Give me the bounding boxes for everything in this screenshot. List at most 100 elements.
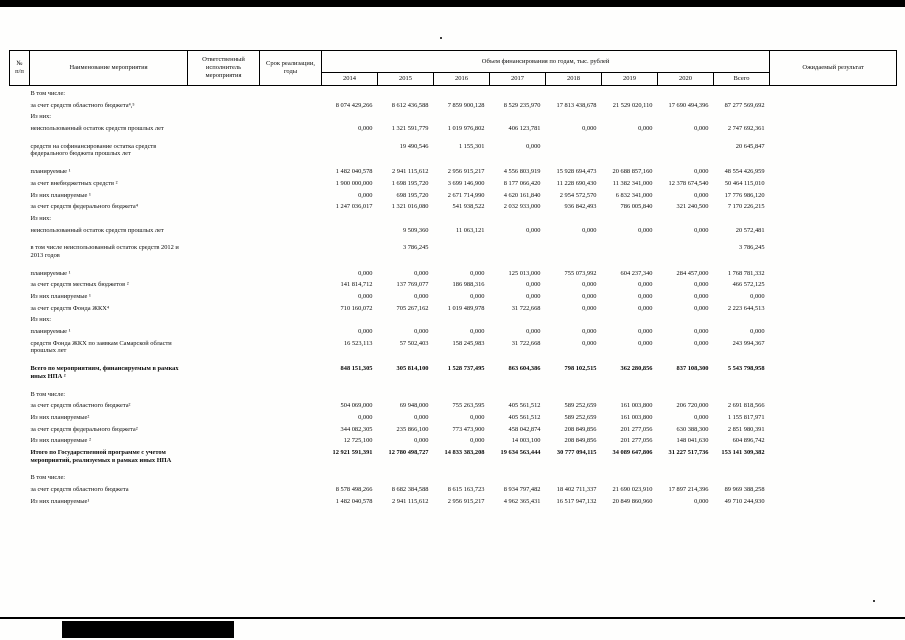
row-value-cell: 49 710 244,930 bbox=[724, 497, 765, 505]
row-responsible-cell bbox=[188, 223, 260, 235]
row-responsible-cell bbox=[188, 494, 260, 506]
row-responsible-cell bbox=[188, 410, 260, 422]
row-value-cell: 604 237,340 bbox=[620, 269, 653, 277]
row-value-cell: 344 082,305 bbox=[340, 425, 373, 433]
row-value-cell: 11 382 341,000 bbox=[612, 179, 653, 187]
row-num-cell bbox=[10, 211, 30, 223]
row-label: за счет средств Фонда ЖКХ⁴ bbox=[30, 304, 110, 312]
row-value-cell: 0,000 bbox=[358, 125, 373, 133]
table-header: № п/п Наименование мероприятия Ответстве… bbox=[9, 50, 898, 86]
row-label: за счет средств местных бюджетов ² bbox=[30, 281, 129, 289]
header-year-2015: 2015 bbox=[377, 72, 434, 86]
row-result-cell bbox=[770, 381, 897, 399]
row-responsible-cell bbox=[188, 158, 260, 176]
row-value-cell: 5 543 798,958 bbox=[727, 365, 765, 373]
row-value-cell: 589 252,659 bbox=[564, 402, 597, 410]
row-value-cell: 87 277 569,692 bbox=[724, 101, 765, 109]
header-col-result: Ожидаемый результат bbox=[769, 50, 898, 86]
row-responsible-cell bbox=[188, 260, 260, 278]
row-value-cell bbox=[546, 109, 602, 121]
row-term-cell bbox=[260, 336, 322, 355]
row-result-cell bbox=[770, 260, 897, 278]
row-value-cell: 0,000 bbox=[414, 293, 429, 300]
row-value-cell: 6 832 341,000 bbox=[615, 191, 653, 199]
row-value-cell: 0,000 bbox=[470, 293, 485, 300]
row-result-cell bbox=[770, 158, 897, 176]
row-value-cell: 148 041,630 bbox=[676, 437, 709, 445]
row-value-cell: 2 954 572,570 bbox=[559, 191, 597, 199]
row-term-cell bbox=[260, 445, 322, 464]
funding-table: № п/п Наименование мероприятия Ответстве… bbox=[9, 50, 898, 506]
row-value-cell bbox=[378, 464, 434, 482]
row-responsible-cell bbox=[188, 133, 260, 158]
table-row: средств на софинансирование остатка сред… bbox=[10, 133, 897, 158]
row-label: В том числе: bbox=[30, 390, 66, 398]
row-result-cell bbox=[770, 211, 897, 223]
row-value-cell: 0,000 bbox=[358, 328, 373, 336]
row-label: В том числе: bbox=[30, 90, 66, 97]
header-col-term: Срок реализации, годы bbox=[259, 50, 322, 86]
row-num-cell bbox=[10, 381, 30, 399]
row-label: за счет средств областного бюджета bbox=[30, 486, 129, 493]
row-value-cell: 12 378 674,540 bbox=[668, 179, 709, 187]
row-num-cell bbox=[10, 98, 30, 110]
row-value-cell: 0,000 bbox=[582, 304, 597, 312]
row-label: за счет средств областного бюджета⁴,⁵ bbox=[30, 101, 135, 109]
row-value-cell: 2 671 714,990 bbox=[447, 191, 485, 199]
row-value-cell bbox=[546, 133, 602, 158]
row-value-cell: 125 013,000 bbox=[508, 269, 541, 277]
row-label: в том числе неиспользованный остаток сре… bbox=[30, 244, 179, 259]
row-value-cell bbox=[322, 223, 378, 235]
row-value-cell: 0,000 bbox=[526, 281, 541, 289]
table-row: за счет средств федерального бюджета⁴ 1 2… bbox=[10, 199, 897, 211]
row-label: неиспользованный остаток средств прошлых… bbox=[30, 125, 164, 133]
table-row: Из них планируемые ² 12 725,100 0,000 0,000… bbox=[10, 433, 897, 445]
row-value-cell bbox=[658, 234, 714, 259]
row-value-cell: 20 688 857,160 bbox=[612, 168, 653, 176]
row-result-cell bbox=[770, 223, 897, 235]
table-row: Из них: bbox=[10, 211, 897, 223]
row-value-cell: 0,000 bbox=[358, 269, 373, 277]
row-result-cell bbox=[770, 277, 897, 289]
row-value-cell: 0,000 bbox=[470, 437, 485, 445]
row-responsible-cell bbox=[188, 86, 260, 98]
row-num-cell bbox=[10, 289, 30, 301]
row-value-cell: 798 102,515 bbox=[564, 365, 597, 373]
row-label: Итого по Государственной программе с уче… bbox=[30, 448, 172, 464]
scan-artifact-bottom-line bbox=[0, 617, 905, 619]
table-row: Из них планируемые¹ 1 482 040,578 2 941 11… bbox=[10, 494, 897, 506]
row-value-cell: 0,000 bbox=[638, 328, 653, 336]
table-row: неиспользованный остаток средств прошлых… bbox=[10, 223, 897, 235]
row-num-cell bbox=[10, 398, 30, 410]
row-result-cell bbox=[770, 410, 897, 422]
row-value-cell: 2 032 933,000 bbox=[503, 203, 541, 211]
table-row: за счет средств федерального бюджета² 344… bbox=[10, 422, 897, 434]
row-responsible-cell bbox=[188, 381, 260, 399]
row-value-cell: 3 786,245 bbox=[402, 244, 429, 252]
row-value-cell: 201 277,056 bbox=[620, 437, 653, 445]
row-result-cell bbox=[770, 109, 897, 121]
row-value-cell: 1 247 036,017 bbox=[335, 203, 373, 211]
row-responsible-cell bbox=[188, 336, 260, 355]
row-term-cell bbox=[260, 289, 322, 301]
row-value-cell bbox=[714, 312, 770, 324]
table-row: Всего по мероприятиям, финансируемым в р… bbox=[10, 355, 897, 380]
row-value-cell bbox=[602, 211, 658, 223]
row-responsible-cell bbox=[188, 289, 260, 301]
row-value-cell: 0,000 bbox=[582, 328, 597, 336]
row-term-cell bbox=[260, 494, 322, 506]
row-value-cell: 0,000 bbox=[750, 293, 765, 300]
row-value-cell bbox=[602, 109, 658, 121]
row-value-cell: 201 277,056 bbox=[620, 425, 653, 433]
row-value-cell: 14 003,100 bbox=[511, 437, 541, 445]
row-value-cell: 11 063,121 bbox=[455, 226, 485, 234]
row-label: Из них планируемые¹ bbox=[30, 497, 90, 505]
row-value-cell: 1 482 040,578 bbox=[335, 168, 373, 176]
row-value-cell: 710 160,072 bbox=[340, 304, 373, 312]
row-value-cell bbox=[658, 381, 714, 399]
row-value-cell: 31 227 517,736 bbox=[668, 448, 709, 456]
row-label: за счет средств федерального бюджета² bbox=[30, 425, 138, 433]
header-row-main: № п/п Наименование мероприятия Ответстве… bbox=[9, 50, 898, 86]
row-value-cell: 2 691 818,566 bbox=[727, 402, 765, 410]
row-value-cell: 48 554 426,959 bbox=[724, 168, 765, 176]
